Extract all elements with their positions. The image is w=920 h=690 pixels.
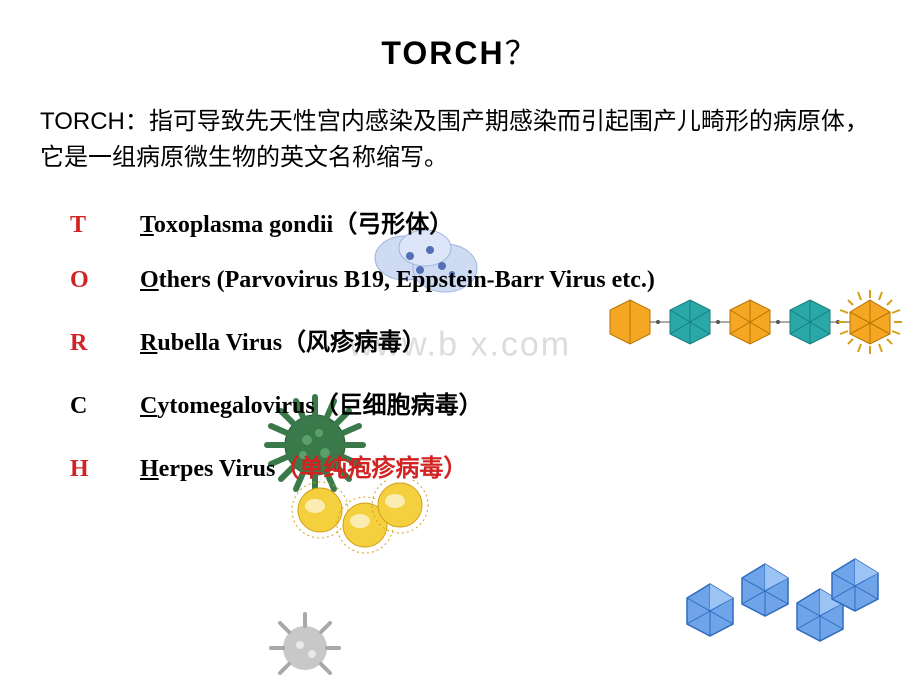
page-title: TORCH？ [40, 28, 880, 74]
row-desc-r: Rubella Virus（风疹病毒） [140, 322, 426, 357]
torch-list: T Toxoplasma gondii（弓形体） O Others (Parvo… [70, 204, 880, 483]
row-desc-o: Others (Parvovirus B19, Eppstein-Barr Vi… [140, 267, 655, 294]
blue-virus-cluster-icon [670, 545, 890, 655]
row-desc-c: Cytomegalovirus（巨细胞病毒） [140, 385, 483, 420]
title-question-mark: ？ [505, 35, 539, 71]
row-desc-h: Herpes Virus（单纯疱疹病毒） [140, 448, 467, 483]
row-letter-o: O [70, 267, 140, 294]
row-letter-r: R [70, 330, 140, 357]
row-desc-t: Toxoplasma gondii（弓形体） [140, 204, 453, 239]
intro-paragraph: TORCH：指可导致先天性宫内感染及围产期感染而引起围产儿畸形的病原体，它是一组… [40, 104, 880, 176]
yellow-viruses-icon [285, 480, 435, 570]
grey-virus-icon [265, 610, 345, 680]
list-item: C Cytomegalovirus（巨细胞病毒） [70, 385, 880, 420]
title-main: TORCH [381, 35, 504, 71]
list-item: T Toxoplasma gondii（弓形体） [70, 204, 880, 239]
list-item: H Herpes Virus（单纯疱疹病毒） [70, 448, 880, 483]
list-item: R Rubella Virus（风疹病毒） [70, 322, 880, 357]
row-letter-c: C [70, 393, 140, 420]
list-item: O Others (Parvovirus B19, Eppstein-Barr … [70, 267, 880, 294]
row-letter-t: T [70, 212, 140, 239]
row-letter-h: H [70, 456, 140, 483]
